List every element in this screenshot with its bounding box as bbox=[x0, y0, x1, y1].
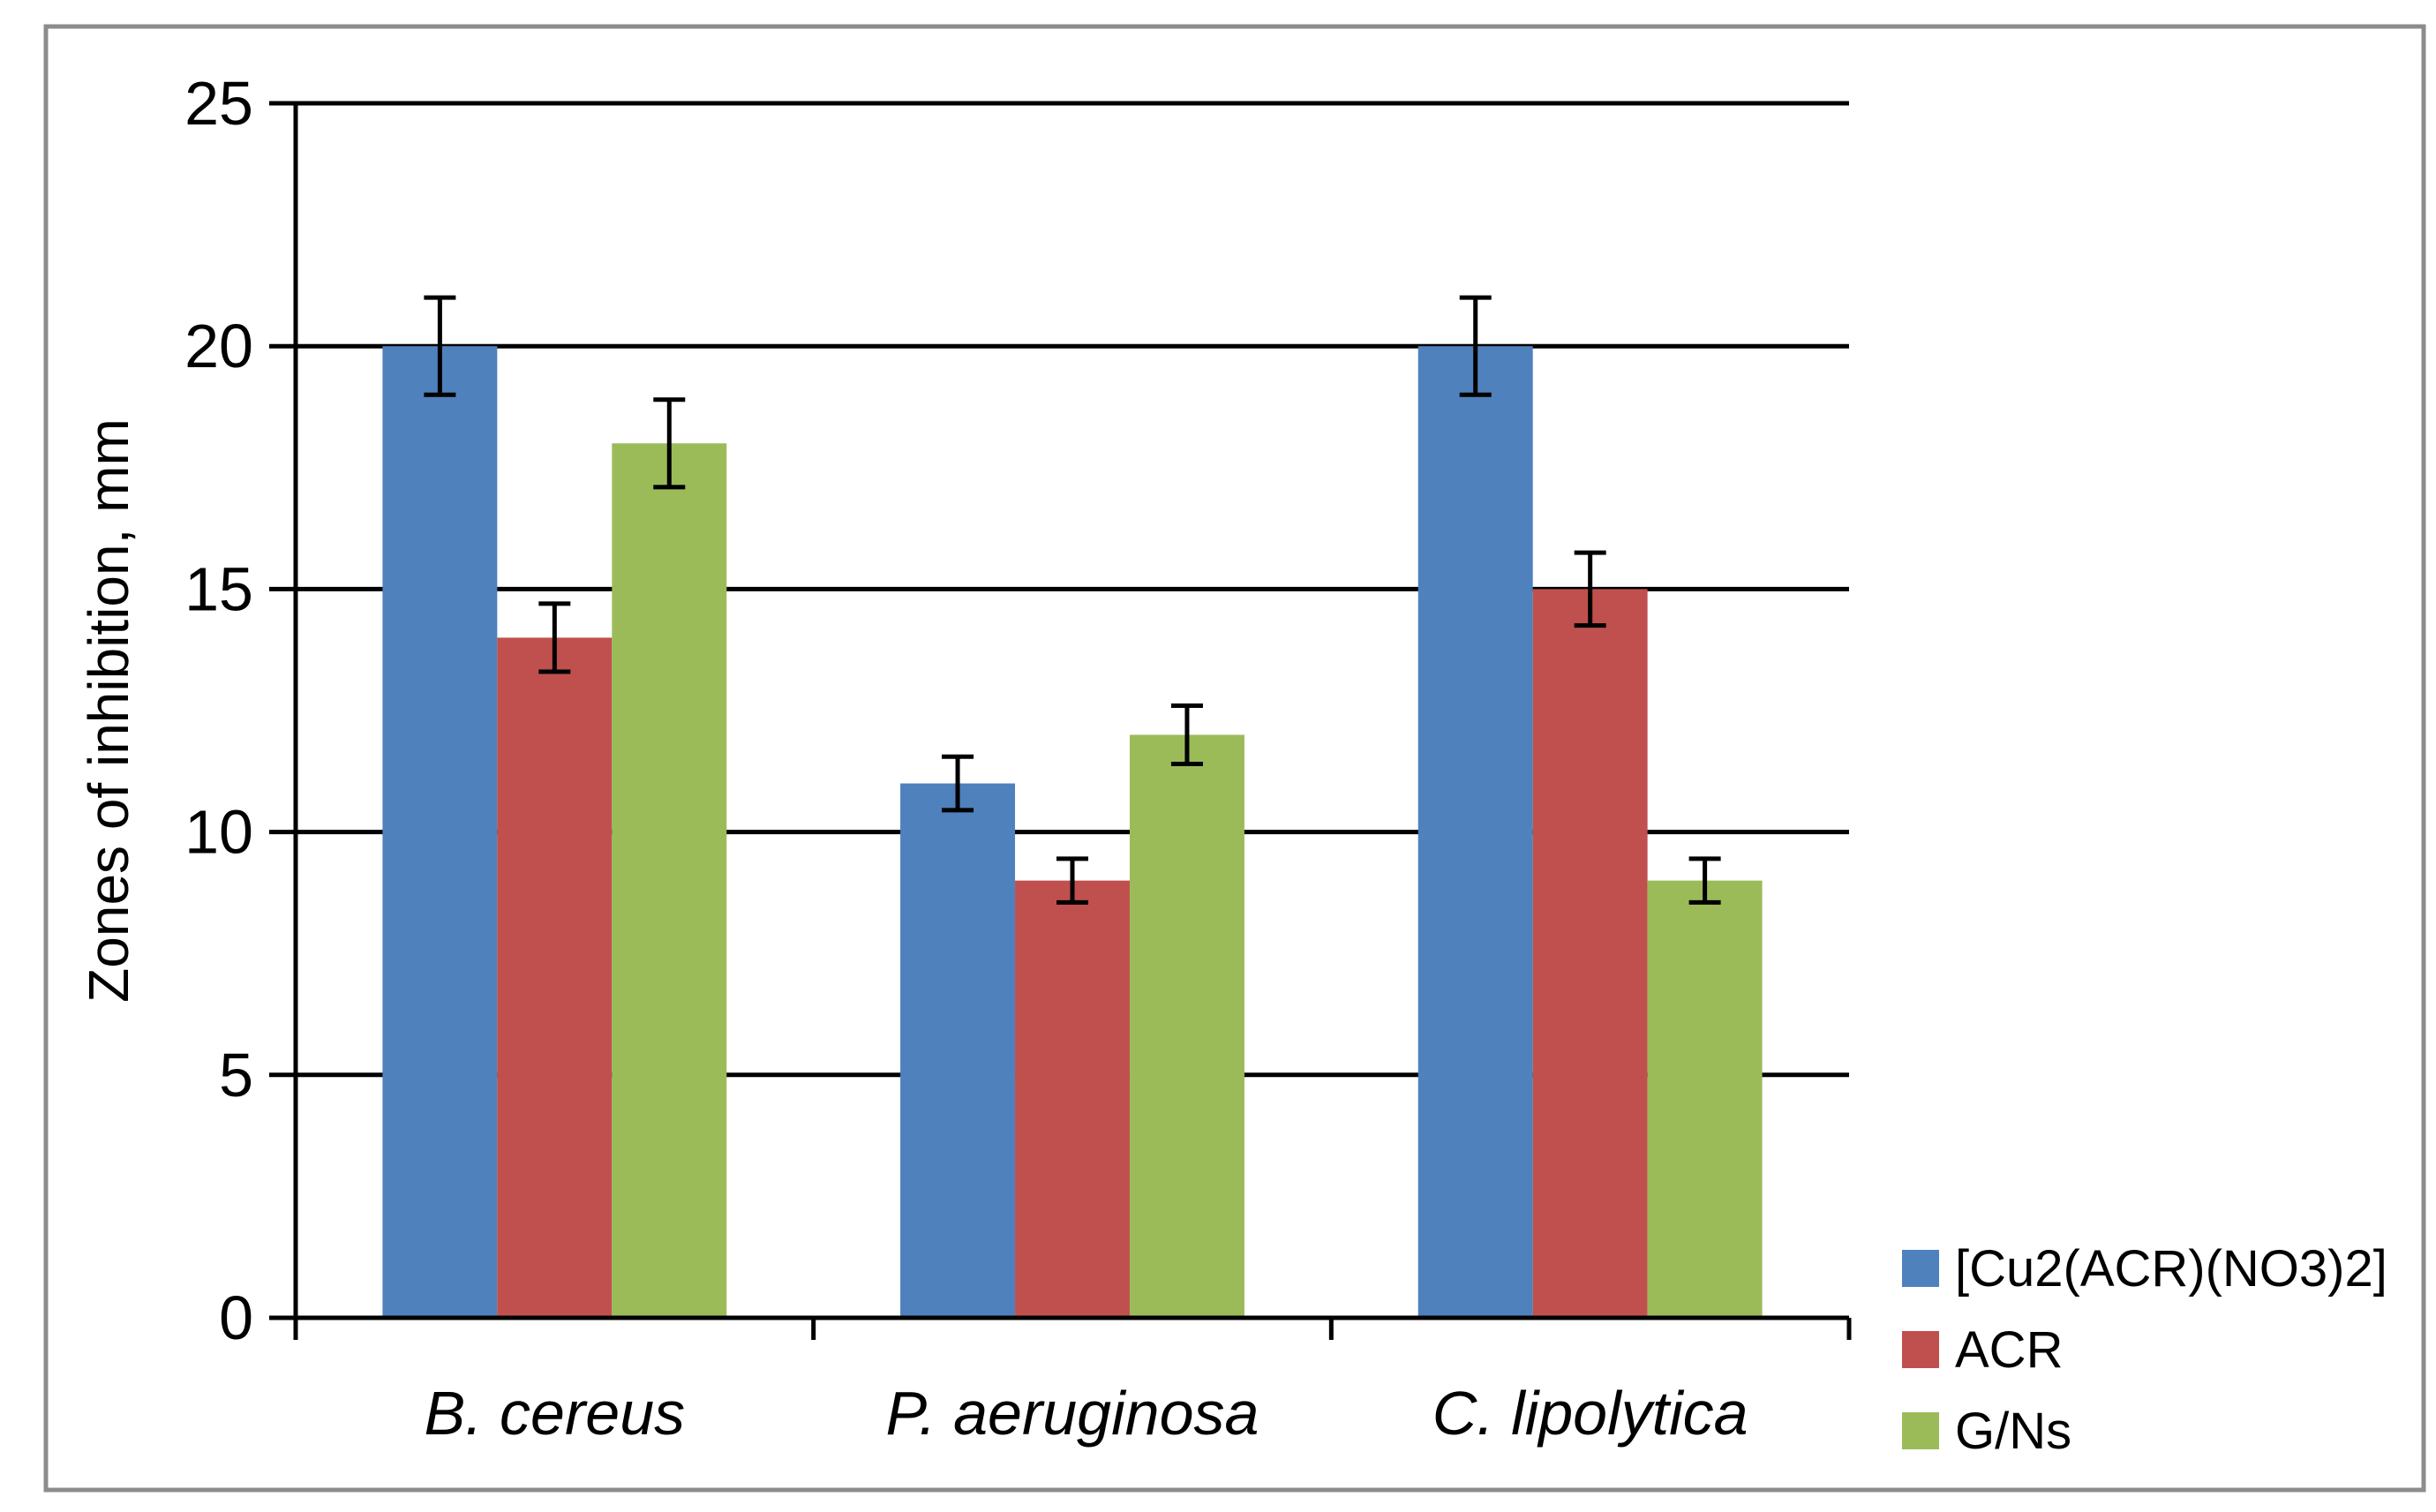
y-tick-labels: 0 5 10 15 20 25 bbox=[184, 69, 253, 1352]
bar-2-2 bbox=[1647, 880, 1763, 1318]
legend-swatch bbox=[1902, 1250, 1939, 1287]
bar-1-1 bbox=[1015, 880, 1130, 1318]
legend: [Cu2(ACR)(NO3)2] ACR G/Ns bbox=[1902, 1240, 2387, 1460]
legend-label: ACR bbox=[1955, 1321, 2063, 1379]
y-tick-label: 0 bbox=[219, 1283, 253, 1352]
bar-1-2 bbox=[1532, 589, 1648, 1318]
legend-label: [Cu2(ACR)(NO3)2] bbox=[1955, 1240, 2387, 1298]
bars bbox=[382, 346, 1763, 1319]
legend-label: G/Ns bbox=[1955, 1403, 2071, 1460]
x-category-label: B. cereus bbox=[424, 1379, 685, 1448]
bar-0-1 bbox=[900, 783, 1016, 1318]
bar-1-0 bbox=[497, 637, 613, 1318]
y-axis-label: Zones of inhibition, mm bbox=[77, 418, 140, 1003]
x-category-label: C. lipolytica bbox=[1432, 1379, 1748, 1448]
axes bbox=[269, 101, 1852, 1340]
error-bars bbox=[424, 295, 1721, 905]
y-tick-label: 25 bbox=[184, 69, 253, 138]
y-tick-label: 15 bbox=[184, 554, 253, 623]
y-tick-label: 10 bbox=[184, 798, 253, 867]
y-tick-label: 20 bbox=[184, 312, 253, 380]
x-category-labels: B. cereus P. aeruginosa C. lipolytica bbox=[424, 1379, 1748, 1448]
x-category-label: P. aeruginosa bbox=[886, 1379, 1259, 1448]
bar-0-2 bbox=[1417, 346, 1533, 1319]
legend-swatch bbox=[1902, 1412, 1939, 1449]
y-tick-label: 5 bbox=[219, 1041, 253, 1110]
bar-2-0 bbox=[612, 443, 727, 1318]
bar-2-1 bbox=[1129, 734, 1244, 1318]
legend-swatch bbox=[1902, 1331, 1939, 1368]
bar-0-0 bbox=[382, 346, 498, 1319]
